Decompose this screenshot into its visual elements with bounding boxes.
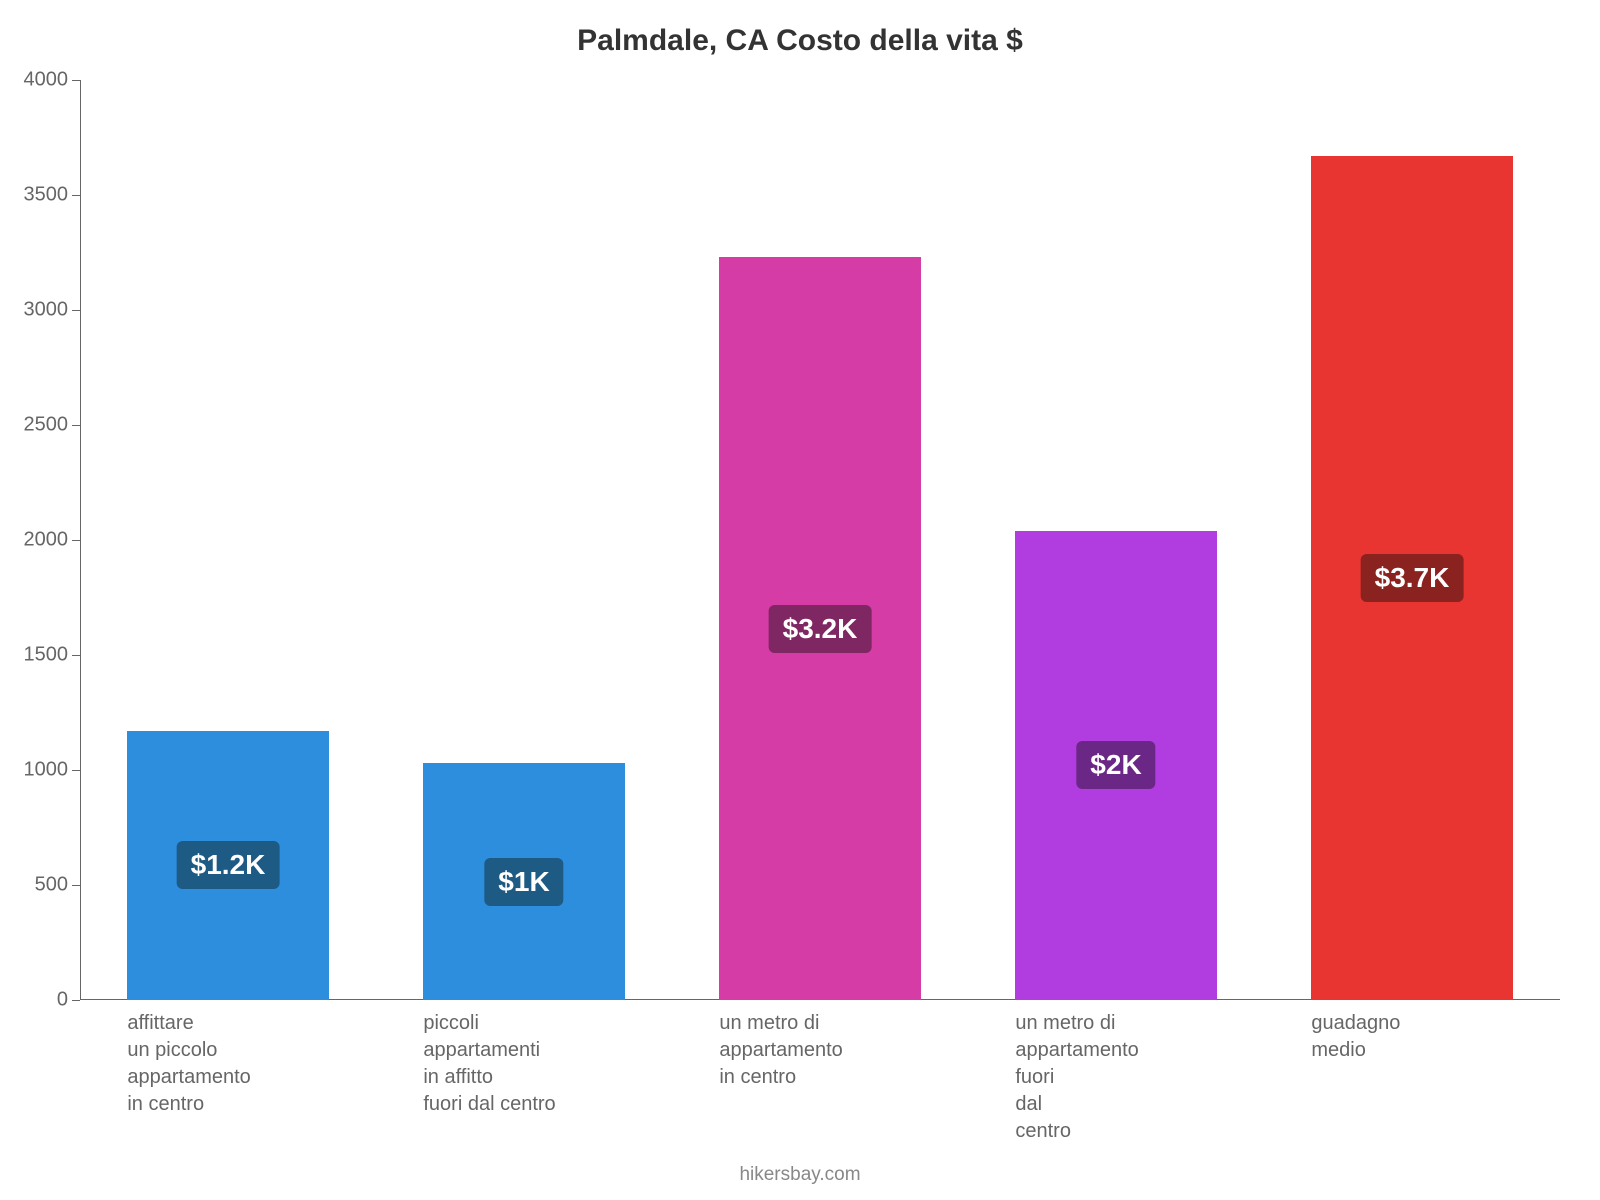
chart-container: Palmdale, CA Costo della vita $ 0 500 1000…	[0, 0, 1600, 1200]
y-tick	[72, 770, 80, 771]
y-tick-label: 1000	[24, 759, 69, 782]
y-tick-label: 3000	[24, 299, 69, 322]
value-badge: $3.2K	[769, 605, 872, 653]
x-category-label: piccoli appartamenti in affitto fuori da…	[423, 1010, 624, 1118]
y-tick-label: 4000	[24, 69, 69, 92]
y-tick	[72, 425, 80, 426]
chart-footer: hikersbay.com	[0, 1164, 1600, 1186]
y-axis	[80, 80, 81, 1000]
plot-area: 05001000150020002500300035004000$1.2K$1K…	[80, 80, 1560, 1000]
bar: $2K	[1015, 531, 1216, 1000]
y-tick	[72, 1000, 80, 1001]
y-tick-label: 3500	[24, 184, 69, 207]
value-badge: $1K	[484, 858, 563, 906]
y-tick	[72, 310, 80, 311]
x-category-label: guadagno medio	[1311, 1010, 1512, 1064]
bar: $3.7K	[1311, 156, 1512, 1000]
y-tick-label: 2500	[24, 414, 69, 437]
x-category-label: affittare un piccolo appartamento in cen…	[127, 1010, 328, 1118]
value-badge: $1.2K	[177, 841, 280, 889]
y-tick	[72, 80, 80, 81]
bar: $1.2K	[127, 731, 328, 1000]
y-tick	[72, 885, 80, 886]
y-tick-label: 500	[35, 874, 68, 897]
chart-title: Palmdale, CA Costo della vita $	[0, 24, 1600, 58]
bar: $1K	[423, 763, 624, 1000]
value-badge: $3.7K	[1361, 554, 1464, 602]
y-tick-label: 2000	[24, 529, 69, 552]
bar: $3.2K	[719, 257, 920, 1000]
x-category-label: un metro di appartamento fuori dal centr…	[1015, 1010, 1216, 1145]
y-tick	[72, 195, 80, 196]
y-tick-label: 1500	[24, 644, 69, 667]
y-tick	[72, 655, 80, 656]
value-badge: $2K	[1076, 741, 1155, 789]
x-category-label: un metro di appartamento in centro	[719, 1010, 920, 1091]
y-tick	[72, 540, 80, 541]
y-tick-label: 0	[57, 989, 68, 1012]
